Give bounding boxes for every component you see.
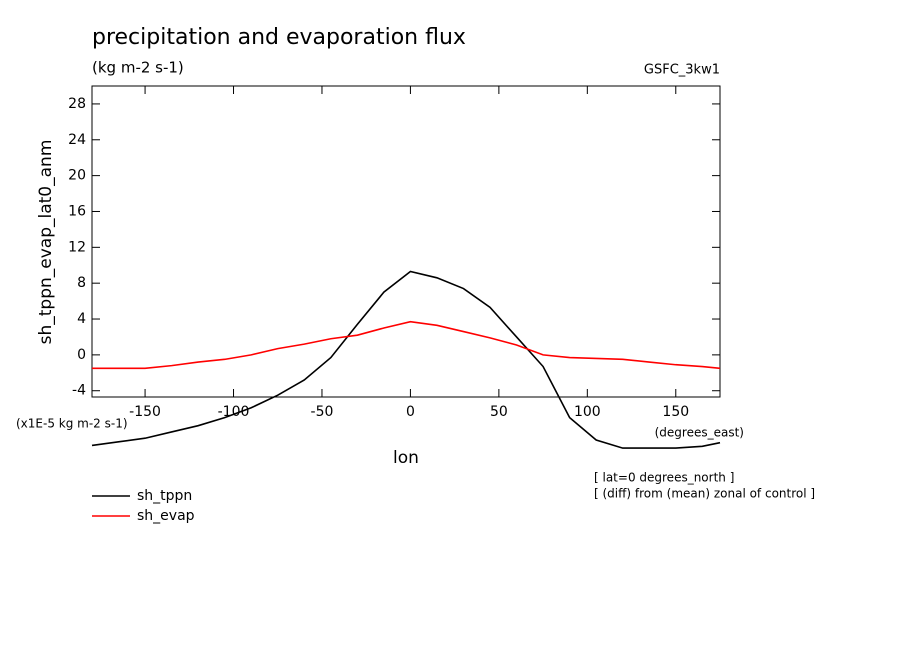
note: [ lat=0 degrees_north ] — [594, 471, 734, 485]
x-axis-label: lon — [393, 448, 419, 468]
y-tick-label: 24 — [68, 132, 86, 148]
note: [ (diff) from (mean) zonal of control ] — [594, 487, 815, 501]
x-tick-label: 150 — [662, 404, 689, 420]
y-tick-label: 8 — [77, 275, 86, 291]
legend-label: sh_evap — [137, 508, 195, 524]
y-tick-label: 12 — [68, 239, 86, 255]
y-tick-label: 0 — [77, 347, 86, 363]
legend-label: sh_tppn — [137, 488, 192, 504]
chart-title: precipitation and evaporation flux — [92, 25, 466, 50]
chart-subtitle: (kg m-2 s-1) — [92, 59, 184, 77]
x-tick-label: -150 — [129, 404, 161, 420]
dataset-label: GSFC_3kw1 — [644, 63, 720, 78]
x-tick-label: 50 — [490, 404, 508, 420]
y-tick-label: -4 — [72, 383, 86, 399]
series-line — [92, 320, 721, 370]
y-units: (x1E-5 kg m-2 s-1) — [16, 417, 128, 431]
x-tick-label: -100 — [218, 404, 250, 420]
y-axis-label: sh_tppn_evap_lat0_anm — [36, 140, 56, 345]
x-tick-label: 0 — [406, 404, 415, 420]
x-tick-label: 100 — [574, 404, 601, 420]
y-tick-label: 20 — [68, 168, 86, 184]
plot-frame — [91, 85, 721, 398]
y-tick-label: 16 — [68, 203, 86, 219]
x-units: (degrees_east) — [655, 426, 744, 440]
x-tick-label: -50 — [311, 404, 334, 420]
y-tick-label: 28 — [68, 96, 86, 112]
series-line — [91, 270, 721, 449]
y-tick-label: 4 — [77, 311, 86, 327]
